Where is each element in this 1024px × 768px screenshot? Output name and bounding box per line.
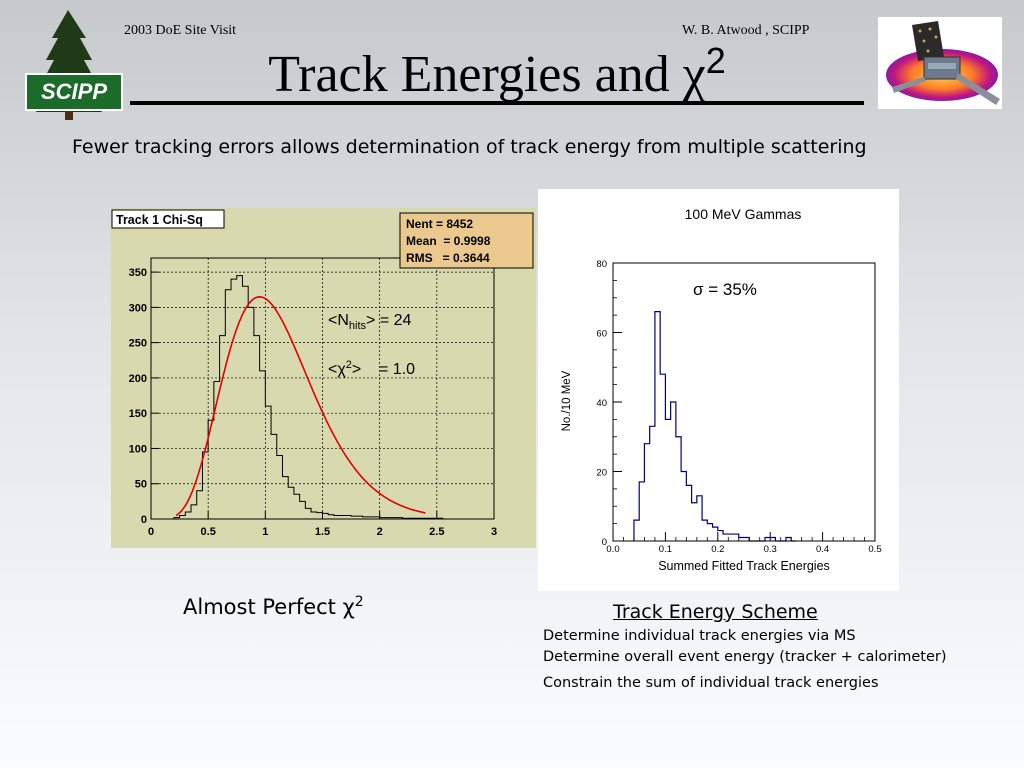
chart1-histogram — [173, 275, 494, 520]
chi-superscript: 2 — [346, 359, 352, 371]
chart1-fit-curve — [175, 295, 426, 517]
scipp-logo: SCIPP — [22, 8, 126, 123]
title-underline — [130, 101, 864, 105]
chart1-x-tick-label: 2.5 — [429, 526, 444, 538]
chart2-y-tick-label: 80 — [596, 259, 607, 270]
chart1-stat-rms: RMS = 0.3644 — [406, 251, 490, 265]
chart1-x-tick-label: 2 — [377, 526, 383, 538]
slide-subtitle: Fewer tracking errors allows determinati… — [72, 136, 867, 158]
chart1-x-tick-label: 0 — [148, 526, 154, 538]
chart1-title-box — [111, 209, 225, 229]
chart1-y-tick-label: 150 — [129, 408, 147, 420]
chart2-histogram-steps — [633, 311, 797, 542]
chart2-xlabel: Summed Fitted Track Energies — [658, 559, 830, 573]
glast-satellite-logo — [878, 17, 1002, 109]
chart1-y-tick-label: 50 — [135, 479, 147, 491]
chart1-chi-annotation: <χ2> = 1.0 — [328, 359, 415, 378]
logo-text: SCIPP — [41, 79, 107, 104]
chart2-x-tick-label: 0.4 — [816, 544, 829, 555]
chart2-y-tick-label: 60 — [596, 329, 607, 340]
chart1-y-tick-label: 0 — [141, 514, 147, 526]
chart2-y-tick-label: 20 — [596, 468, 607, 479]
chart2-axes: 0.0 0.1 0.2 0.3 0.4 0.5 0 20 40 60 80 — [596, 259, 881, 555]
chart1-nhits-annotation: <Nhits> = 24 — [328, 312, 412, 332]
nhits-value: > = 24 — [366, 312, 411, 329]
slide-title: Track Energies and χ2 — [130, 40, 864, 105]
chart1-y-tick-label: 350 — [129, 267, 147, 279]
scheme-title: Track Energy Scheme — [613, 601, 818, 623]
nhits-label: <N — [328, 312, 349, 329]
header-left: 2003 DoE Site Visit — [124, 23, 237, 38]
scheme-line: Determine overall event energy (tracker … — [543, 649, 947, 665]
chart1-caption: Almost Perfect χ2 — [183, 594, 364, 619]
chart1-histogram-steps — [173, 275, 494, 520]
chart2-sigma-annotation: σ = 35% — [693, 280, 757, 299]
title-text: Track Energies and χ — [268, 46, 706, 103]
chi-label: <χ — [328, 361, 346, 378]
chart2-ylabel: No./10 MeV — [561, 370, 573, 431]
chart2-x-tick-label: 0.3 — [764, 544, 777, 555]
chart1-y-tick-label: 250 — [129, 338, 147, 350]
gamma-energy-histogram: 100 MeV Gammas 0.0 0.1 0.2 0.3 0.4 0.5 0 20 40 60… — [538, 189, 899, 591]
chart1-fit — [175, 295, 426, 517]
chart1-y-tick-label: 200 — [129, 373, 147, 385]
chart1-axes: 0 0.5 1 1.5 2 2.5 3 0 50 100 150 200 250 300 350 — [129, 267, 497, 538]
chart2-x-tick-label: 0.5 — [868, 544, 881, 555]
chart1-y-tick-label: 300 — [129, 302, 147, 314]
header-right: W. B. Atwood , SCIPP — [682, 23, 810, 38]
chart1-stat-nent: Nent = 8452 — [406, 217, 473, 231]
chart1-stats-box — [399, 212, 534, 269]
chart1-title: Track 1 Chi-Sq — [116, 213, 203, 227]
chart2-background — [538, 189, 899, 591]
chart2-y-tick-label: 40 — [596, 398, 607, 409]
caption-text: Almost Perfect χ — [183, 595, 355, 619]
title-superscript: 2 — [705, 40, 726, 81]
scheme-line: Determine individual track energies via … — [543, 628, 856, 644]
chart2-title: 100 MeV Gammas — [685, 206, 802, 222]
chart1-x-tick-label: 1.5 — [315, 526, 330, 538]
chart1-y-tick-label: 100 — [129, 443, 147, 455]
chart1-x-tick-label: 3 — [491, 526, 497, 538]
chart2-x-tick-label: 0.0 — [606, 544, 619, 555]
scheme-line: Constrain the sum of individual track en… — [543, 675, 879, 691]
chart2-x-tick-label: 0.1 — [659, 544, 672, 555]
chart1-grid — [151, 258, 494, 519]
chi-sq-histogram: 0 0.5 1 1.5 2 2.5 3 0 50 100 150 200 250 300 350 Track… — [111, 208, 536, 548]
chi-value: > = 1.0 — [352, 361, 415, 378]
chart2-histogram — [633, 311, 797, 542]
chart1-x-tick-label: 0.5 — [201, 526, 216, 538]
chart2-y-tick-label: 0 — [602, 537, 607, 548]
chart2-x-tick-label: 0.2 — [711, 544, 724, 555]
chart1-x-tick-label: 1 — [262, 526, 268, 538]
caption-superscript: 2 — [354, 594, 364, 610]
chart1-stat-mean: Mean = 0.9998 — [406, 234, 491, 248]
nhits-subscript: hits — [349, 320, 367, 332]
